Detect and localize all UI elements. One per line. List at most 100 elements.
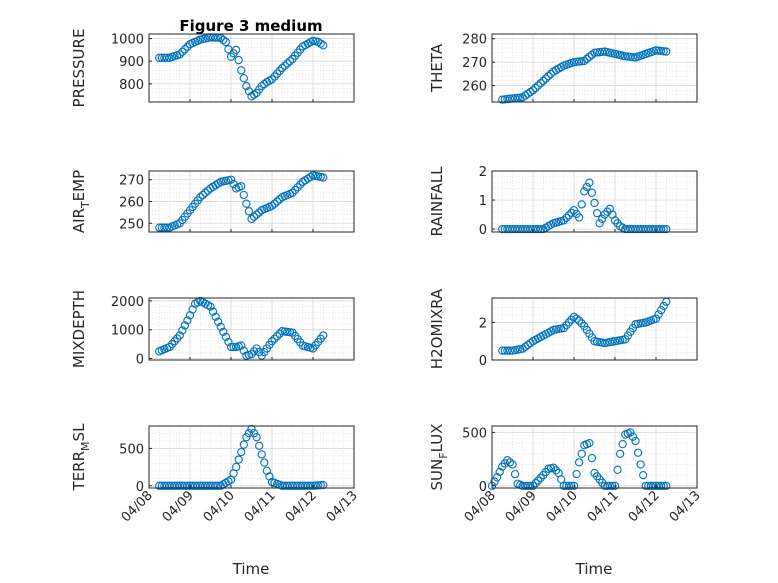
data-point-marker [508, 460, 517, 469]
y-tick-label: 2 [479, 316, 487, 331]
y-tick-label: 500 [119, 442, 144, 457]
data-point-marker [569, 57, 579, 67]
data-point-marker [636, 460, 645, 469]
y-tick-label: 1 [479, 194, 487, 209]
data-point-marker [577, 200, 586, 209]
axes-box [148, 33, 355, 103]
data-point-marker [577, 319, 586, 328]
data-point-marker [503, 456, 512, 465]
data-point-marker [288, 188, 297, 197]
data-point-marker [221, 37, 231, 47]
data-point-marker [610, 481, 620, 491]
subplot-h2omixra-5: 0 2 H2OMIXRA [428, 288, 698, 369]
data-point-marker [577, 57, 586, 66]
data-point-marker [290, 185, 300, 195]
axes-box [148, 297, 355, 361]
data-point-marker [180, 321, 190, 330]
data-point-marker [275, 66, 284, 75]
data-point-marker [224, 337, 233, 347]
y-tick-label: 270 [119, 174, 144, 189]
y-tick-label: 2 [479, 165, 487, 180]
y-tick-label: 1000 [111, 33, 144, 48]
data-point-marker [585, 178, 594, 187]
data-point-marker [242, 81, 251, 91]
data-point-marker [252, 433, 261, 442]
data-point-marker [526, 481, 535, 491]
subplot-pressure-0: 800 900 1000 PRESSURE [70, 29, 355, 107]
data-point-marker [234, 455, 243, 464]
data-point-marker [319, 480, 328, 490]
data-point-marker [490, 477, 499, 486]
data-point-marker [226, 342, 236, 352]
axes-box [491, 425, 698, 489]
x-tick-label: 04/09 [503, 488, 540, 525]
data-point-marker [626, 428, 635, 437]
data-point-marker [608, 481, 617, 491]
data-point-marker [572, 314, 581, 323]
data-point-marker [656, 224, 666, 234]
data-point-marker [654, 310, 663, 319]
data-point-marker [257, 450, 266, 459]
data-point-marker [595, 219, 604, 228]
data-point-marker [639, 471, 648, 480]
data-point-marker [528, 481, 538, 491]
data-point-marker [500, 95, 509, 104]
data-point-marker [198, 190, 207, 200]
subplot-mixdepth-4: 0 1000 2000 MIXDEPTH [70, 290, 355, 368]
data-point-marker [580, 56, 589, 66]
data-point-marker [275, 329, 284, 338]
data-point-marker [628, 432, 638, 441]
y-tick-label: 280 [462, 33, 487, 48]
data-point-marker [173, 334, 182, 343]
x-tick-label: 04/12 [283, 488, 320, 525]
data-point-marker [272, 332, 282, 341]
data-point-marker [170, 337, 179, 346]
y-tick-label: 900 [119, 55, 144, 70]
data-point-marker [267, 75, 277, 84]
x-tick-label: 04/12 [626, 488, 663, 525]
data-point-marker [531, 83, 540, 93]
data-point-marker [536, 224, 545, 234]
y-axis-label: AIRTEMP [70, 170, 92, 233]
data-point-marker [242, 199, 251, 208]
data-point-marker [659, 301, 668, 311]
data-point-marker [628, 53, 638, 62]
data-point-marker [178, 326, 187, 335]
data-point-marker [272, 197, 282, 206]
data-point-marker [201, 188, 210, 197]
y-axis-label: H2OMIXRA [428, 288, 446, 369]
data-point-marker [206, 302, 215, 311]
data-point-marker [592, 208, 602, 218]
y-axis-label: SUNFLUX [428, 424, 450, 491]
subplot-theta-1: 260 270 280 THETA [428, 33, 698, 104]
data-point-marker [180, 45, 190, 54]
y-tick-label: 250 [119, 217, 144, 232]
data-point-marker [183, 316, 192, 325]
data-point-marker [567, 481, 576, 491]
data-point-marker [226, 175, 236, 184]
data-point-marker [231, 462, 241, 472]
data-point-marker [244, 428, 254, 438]
data-point-marker [533, 476, 543, 485]
data-point-marker [659, 224, 668, 234]
data-point-marker [495, 467, 504, 477]
data-point-marker [505, 458, 515, 467]
data-point-marker [662, 224, 671, 234]
data-point-marker [585, 438, 594, 448]
data-point-marker [316, 39, 325, 48]
data-point-marker [498, 95, 507, 104]
data-point-marker [247, 214, 256, 224]
data-point-marker [242, 433, 251, 442]
data-point-marker [211, 312, 220, 321]
data-point-marker [219, 35, 228, 45]
data-point-marker [536, 473, 545, 482]
axes-box [491, 297, 698, 361]
data-point-marker [598, 47, 607, 57]
data-point-marker [531, 479, 540, 488]
data-point-marker [280, 61, 289, 70]
x-tick-label: 04/10 [544, 488, 581, 525]
y-tick-label: 1000 [111, 324, 144, 339]
data-point-marker [562, 321, 571, 330]
y-tick-label: 0 [479, 354, 487, 369]
